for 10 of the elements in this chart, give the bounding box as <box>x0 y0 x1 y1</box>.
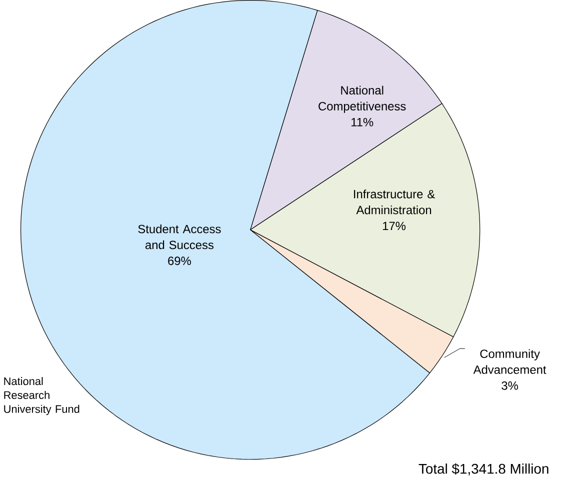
slice-label: Infrastructure & Administration <box>354 190 435 214</box>
data-label: 3% <box>502 382 518 390</box>
slice-label: National Competitiveness <box>318 86 406 113</box>
text: National Research University Fund <box>4 377 80 416</box>
data-label: 69% <box>168 256 191 266</box>
slice-label: Community Advancement <box>473 349 546 374</box>
text: Total $1,341.8 Million <box>418 463 548 476</box>
slice-label: Student Access and Success <box>138 224 221 250</box>
data-label: 17% <box>382 222 406 230</box>
data-label: 11% <box>352 118 374 126</box>
